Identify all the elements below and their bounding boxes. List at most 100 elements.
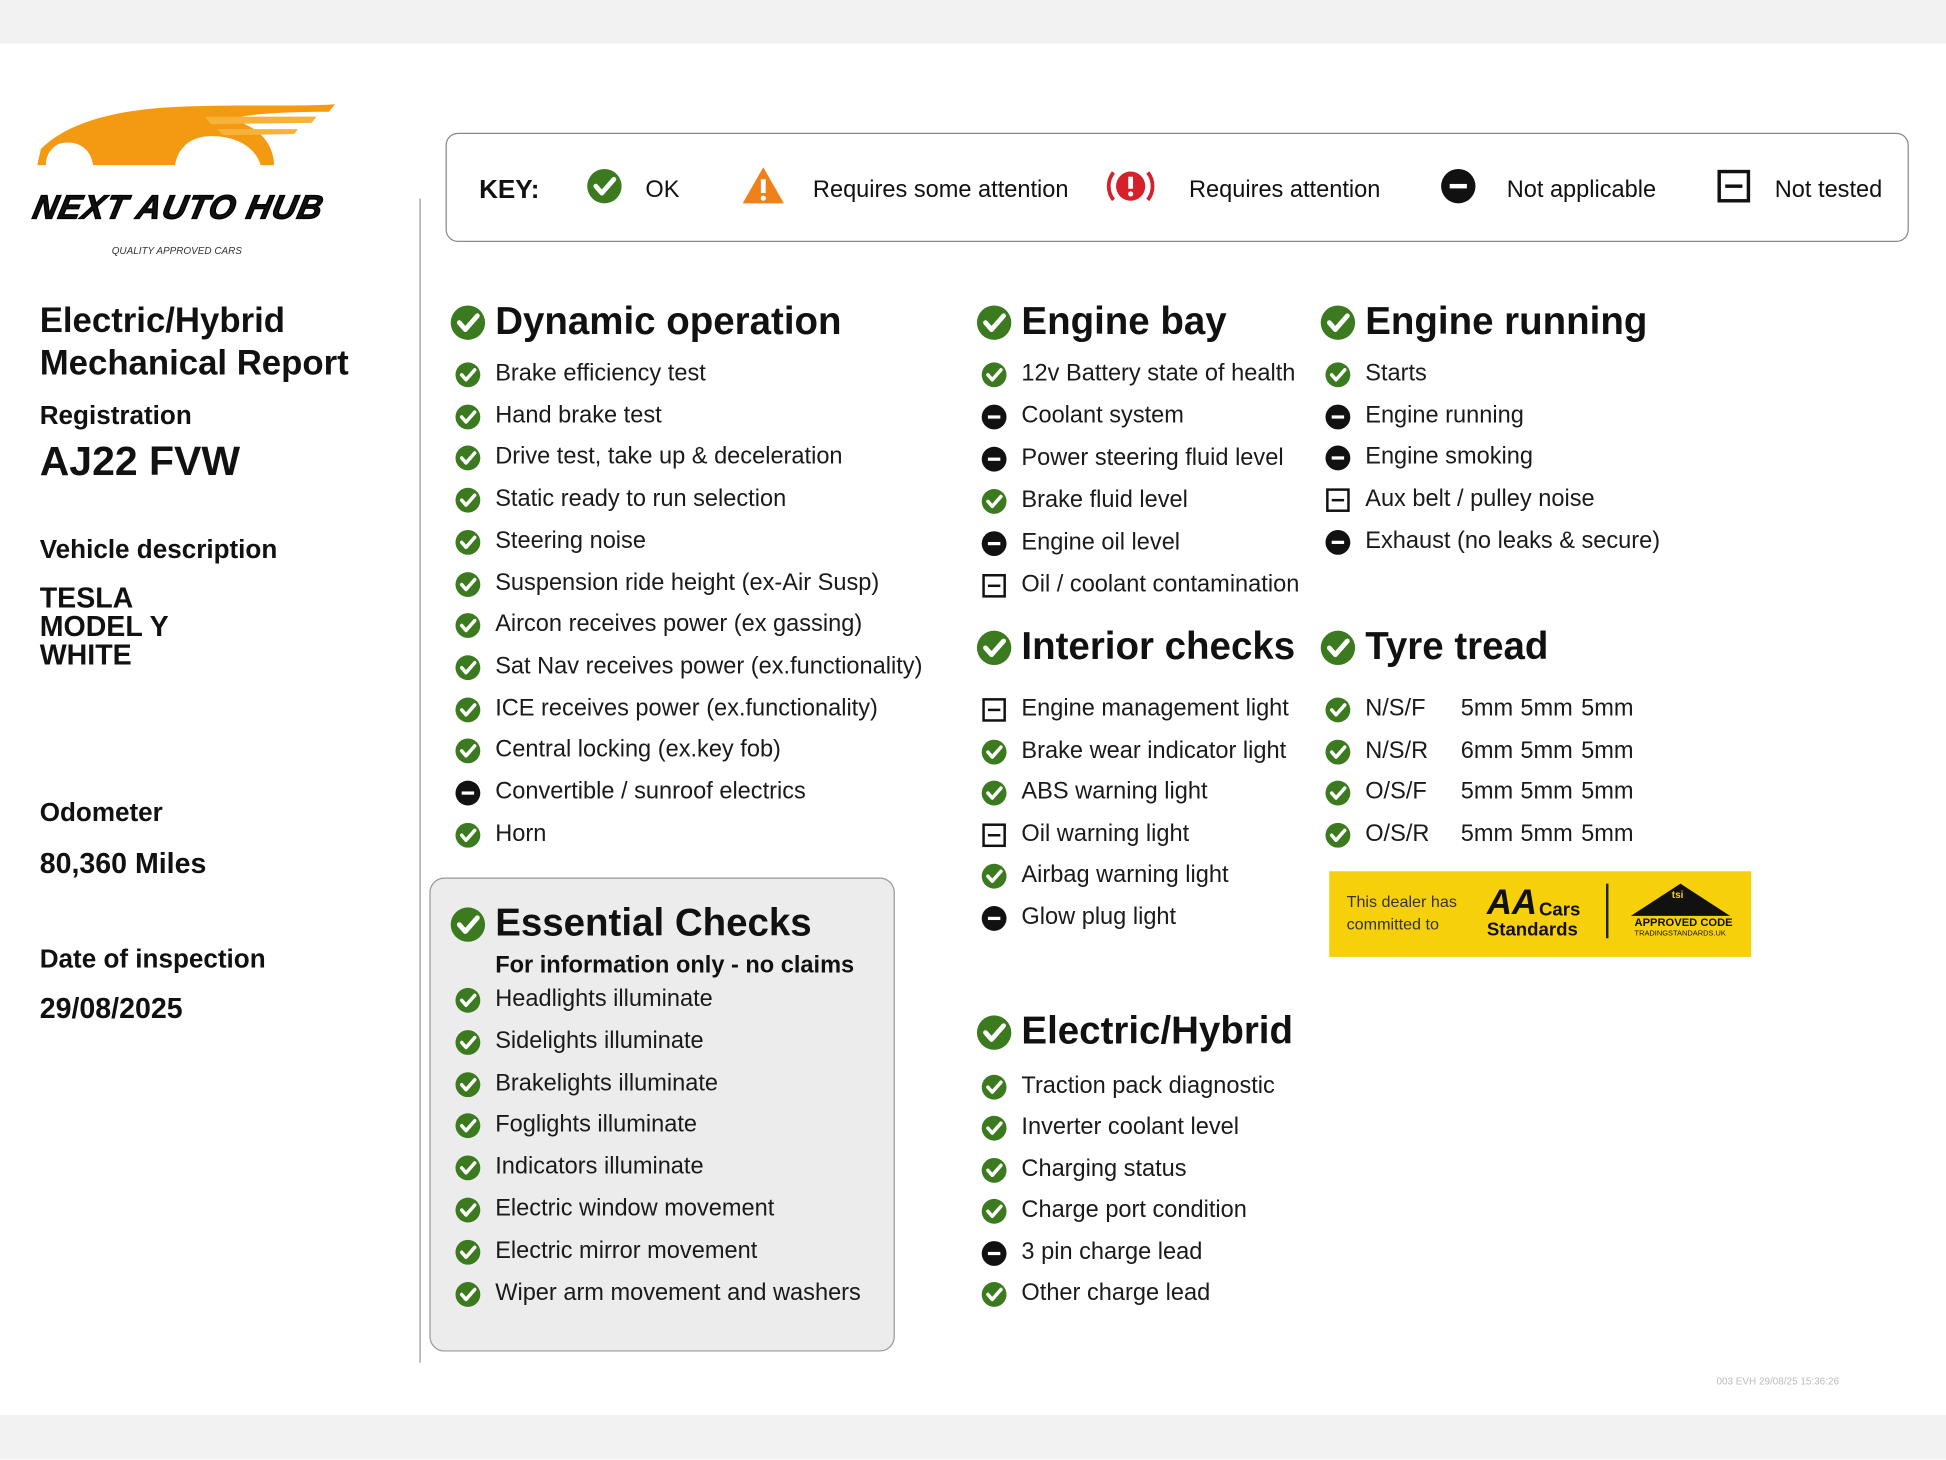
key-text: Not tested: [1774, 176, 1883, 203]
status-icon-ok: [976, 305, 1012, 340]
status-icon-na: [981, 906, 1007, 931]
status-icon-ok: [455, 1281, 481, 1307]
status-icon-ok: [455, 1071, 481, 1097]
description-line: WHITE: [39, 638, 132, 671]
status-icon-ok: [981, 864, 1007, 890]
check-item: Sat Nav receives power (ex.functionality…: [495, 653, 923, 680]
status-icon-na: [1325, 446, 1351, 471]
check-item: Central locking (ex.key fob): [495, 737, 781, 764]
check-item: Convertible / sunroof electrics: [495, 778, 806, 805]
check-item: Brake wear indicator light: [1021, 737, 1287, 764]
tyre-reading: 5mm: [1520, 779, 1573, 806]
status-icon-ok: [1320, 305, 1356, 340]
status-icon-ok: [981, 739, 1007, 765]
status-icon-ok: [455, 1239, 481, 1265]
tyre-reading: 5mm: [1460, 820, 1514, 847]
tyre-reading: 5mm: [1460, 695, 1514, 722]
status-icon-ok: [981, 1199, 1007, 1224]
check-item: Starts: [1365, 360, 1427, 387]
check-item: Brake fluid level: [1021, 486, 1188, 513]
tyre-position: O/S/R: [1365, 820, 1430, 847]
description-line: MODEL Y: [39, 610, 169, 643]
check-item: Brake efficiency test: [495, 360, 706, 387]
status-icon-nt: [982, 698, 1006, 722]
tyre-reading: 5mm: [1581, 695, 1634, 722]
status-icon-ok: [981, 1116, 1007, 1142]
key-text: Requires attention: [1188, 176, 1381, 203]
description-line: TESLA: [39, 581, 134, 614]
top-band: [0, 0, 1946, 44]
section-title: Engine running: [1365, 299, 1648, 343]
status-icon-ok: [455, 738, 481, 764]
vertical-rule: [419, 198, 421, 1363]
check-item: Electric mirror movement: [495, 1237, 758, 1264]
check-item: Charge port condition: [1021, 1197, 1247, 1224]
tyre-reading: 5mm: [1581, 737, 1634, 764]
status-icon-ok: [976, 630, 1012, 666]
badge-text: committed to: [1346, 914, 1439, 934]
status-icon-ok: [981, 1282, 1007, 1307]
check-item: 3 pin charge lead: [1021, 1238, 1203, 1265]
status-icon-ok: [1325, 780, 1351, 806]
status-icon-ok: [455, 1155, 481, 1181]
status-icon-na: [1325, 404, 1351, 430]
section-title: Electric/Hybrid: [1021, 1008, 1293, 1053]
report-title: Electric/Hybrid: [39, 301, 286, 340]
status-icon-ok: [450, 305, 486, 340]
logo-name: NEXT AUTO HUB: [29, 188, 328, 227]
check-item: Headlights illuminate: [495, 986, 713, 1013]
check-item: Other charge lead: [1021, 1280, 1211, 1307]
check-item: Suspension ride height (ex-Air Susp): [495, 569, 880, 596]
registration-label: Registration: [39, 401, 192, 430]
status-icon-warn: [742, 167, 784, 204]
badge-brand-sub: Standards: [1486, 919, 1578, 941]
description-label: Vehicle description: [39, 535, 278, 565]
status-icon-ok: [450, 907, 486, 942]
date-label: Date of inspection: [39, 945, 266, 974]
badge-brand-sub: Cars: [1538, 899, 1581, 921]
check-item: 12v Battery state of health: [1021, 360, 1296, 387]
approved-code-roof: [1630, 883, 1731, 916]
status-icon-nt: [1717, 169, 1751, 203]
status-icon-ok: [981, 488, 1007, 514]
check-item: Coolant system: [1021, 402, 1184, 429]
status-icon-ok: [1325, 697, 1351, 723]
status-icon-na: [1325, 529, 1351, 555]
status-icon-ok: [455, 404, 481, 430]
check-item: ABS warning light: [1021, 779, 1208, 806]
status-icon-nt: [982, 823, 1006, 847]
report-title: Mechanical Report: [39, 343, 349, 382]
tyre-reading: 5mm: [1581, 820, 1634, 847]
check-item: Foglights illuminate: [495, 1111, 698, 1139]
key-text: Not applicable: [1506, 176, 1657, 203]
status-icon-ok: [455, 1113, 481, 1139]
status-icon-nt: [982, 573, 1006, 597]
check-item: Engine oil level: [1021, 528, 1181, 555]
check-item: Glow plug light: [1021, 904, 1177, 931]
status-icon-na: [981, 530, 1007, 556]
check-item: Exhaust (no leaks & secure): [1365, 527, 1661, 554]
status-icon-na: [1441, 168, 1476, 204]
status-icon-ok: [455, 1029, 481, 1055]
tyre-position: O/S/F: [1365, 779, 1427, 806]
check-item: Airbag warning light: [1021, 862, 1229, 889]
check-item: Static ready to run selection: [495, 486, 787, 513]
logo-tagline: QUALITY APPROVED CARS: [111, 245, 242, 257]
odometer-label: Odometer: [39, 798, 163, 828]
status-icon-ok: [455, 822, 481, 848]
status-icon-ok: [976, 1015, 1012, 1050]
check-item: Engine smoking: [1365, 444, 1534, 471]
check-item: Wiper arm movement and washers: [495, 1279, 861, 1306]
check-item: Horn: [495, 820, 547, 847]
tyre-position: N/S/R: [1365, 737, 1429, 764]
date: 29/08/2025: [39, 992, 183, 1025]
badge-brand: AA: [1486, 883, 1538, 922]
section-title: Tyre tread: [1365, 624, 1549, 668]
key-text: Requires some attention: [812, 176, 1069, 203]
key-text: OK: [645, 176, 680, 203]
check-item: Sidelights illuminate: [495, 1028, 704, 1055]
section-title: Essential Checks: [495, 900, 812, 945]
status-icon-ok: [1325, 362, 1351, 388]
status-icon-ok: [981, 362, 1007, 388]
